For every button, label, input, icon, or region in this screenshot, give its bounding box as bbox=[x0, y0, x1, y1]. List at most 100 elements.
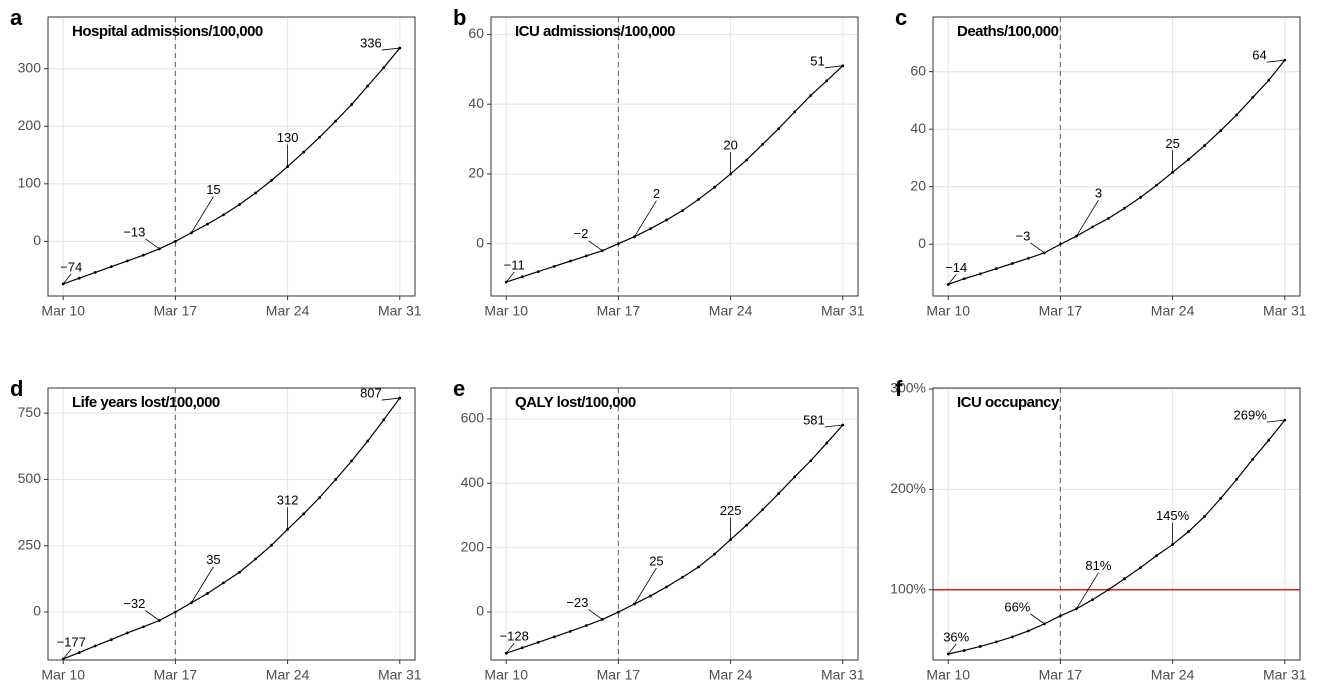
data-point bbox=[697, 197, 700, 201]
data-point bbox=[77, 651, 81, 654]
x-tick-label: Mar 24 bbox=[1151, 303, 1195, 319]
data-point bbox=[617, 242, 620, 246]
data-point bbox=[568, 259, 572, 263]
data-point bbox=[809, 94, 813, 97]
data-point bbox=[713, 185, 716, 189]
panel-letter: c bbox=[895, 5, 907, 30]
data-point bbox=[1010, 635, 1014, 639]
data-point bbox=[1267, 78, 1271, 82]
panel-title: Deaths/100,000 bbox=[957, 23, 1059, 40]
data-point bbox=[1235, 477, 1239, 481]
data-point bbox=[825, 79, 829, 83]
data-line bbox=[506, 424, 844, 654]
data-point bbox=[1187, 157, 1191, 161]
data-line bbox=[63, 47, 401, 285]
data-label: 145% bbox=[1156, 508, 1190, 523]
data-point bbox=[552, 264, 556, 268]
y-tick-label: 300 bbox=[18, 59, 42, 75]
data-point bbox=[141, 625, 145, 629]
panel-background bbox=[491, 17, 858, 296]
x-tick-label: Mar 31 bbox=[1263, 667, 1307, 683]
panel-border bbox=[47, 16, 416, 297]
data-label: −128 bbox=[500, 629, 529, 644]
data-point bbox=[1283, 58, 1287, 62]
data-point bbox=[1203, 515, 1207, 518]
data-point bbox=[238, 570, 241, 574]
data-label: 225 bbox=[720, 503, 742, 518]
data-point bbox=[809, 459, 813, 463]
data-label: −177 bbox=[57, 634, 86, 649]
data-label: −3 bbox=[1016, 228, 1031, 243]
data-label: 3 bbox=[1095, 186, 1102, 201]
label-leader bbox=[1266, 419, 1285, 423]
data-point bbox=[77, 276, 81, 280]
data-point bbox=[777, 492, 781, 495]
data-point bbox=[1059, 242, 1062, 246]
y-tick-label: 40 bbox=[468, 95, 484, 111]
panel-letter: d bbox=[10, 376, 23, 401]
data-label: 81% bbox=[1085, 558, 1111, 573]
data-point bbox=[1251, 457, 1255, 461]
data-point bbox=[1155, 554, 1158, 558]
panel-title: Life years lost/100,000 bbox=[72, 394, 220, 411]
data-point bbox=[1187, 530, 1191, 533]
data-point bbox=[109, 265, 113, 269]
data-label: −23 bbox=[566, 595, 588, 610]
label-leader bbox=[191, 566, 214, 603]
data-point bbox=[697, 565, 700, 569]
data-point bbox=[125, 259, 129, 263]
panel-border bbox=[932, 387, 1301, 661]
data-point bbox=[1026, 629, 1030, 633]
y-tick-label: 0 bbox=[33, 603, 41, 619]
data-point bbox=[350, 103, 354, 106]
data-point bbox=[745, 158, 749, 162]
y-tick-label: 250 bbox=[18, 536, 42, 552]
data-label: 64 bbox=[1252, 48, 1266, 63]
data-point bbox=[745, 523, 749, 527]
label-leader bbox=[634, 200, 657, 237]
x-tick-label: Mar 17 bbox=[1039, 303, 1083, 319]
data-point bbox=[206, 222, 209, 226]
x-tick-label: Mar 31 bbox=[1263, 303, 1307, 319]
data-point bbox=[270, 178, 273, 182]
x-tick-label: Mar 17 bbox=[1039, 667, 1083, 683]
panel-letter: e bbox=[453, 376, 465, 401]
data-point bbox=[1267, 438, 1271, 442]
data-point bbox=[1107, 216, 1110, 220]
data-label: 35 bbox=[206, 552, 220, 567]
data-point bbox=[222, 581, 225, 585]
data-point bbox=[681, 209, 684, 212]
data-label: −14 bbox=[945, 260, 967, 275]
data-point bbox=[962, 649, 966, 652]
y-tick-label: 100% bbox=[890, 580, 926, 596]
panel-background bbox=[48, 17, 415, 296]
data-point bbox=[1155, 183, 1158, 187]
x-tick-label: Mar 10 bbox=[41, 303, 85, 319]
y-tick-label: 500 bbox=[18, 470, 42, 486]
data-line bbox=[63, 397, 401, 660]
panel-border bbox=[490, 16, 859, 297]
x-tick-label: Mar 31 bbox=[821, 667, 865, 683]
x-tick-label: Mar 17 bbox=[597, 667, 641, 683]
data-point bbox=[270, 543, 273, 547]
x-tick-label: Mar 10 bbox=[926, 667, 970, 683]
data-point bbox=[761, 508, 765, 512]
data-label: −2 bbox=[574, 226, 589, 241]
data-point bbox=[334, 119, 338, 123]
data-line bbox=[506, 65, 844, 283]
x-tick-label: Mar 24 bbox=[709, 303, 753, 319]
data-label: −32 bbox=[123, 596, 145, 611]
x-tick-label: Mar 10 bbox=[41, 667, 85, 683]
data-point bbox=[1107, 588, 1110, 592]
data-label: 2 bbox=[653, 186, 660, 201]
label-leader bbox=[1076, 572, 1099, 610]
panel-letter: b bbox=[453, 5, 466, 30]
data-point bbox=[318, 135, 322, 139]
x-tick-label: Mar 17 bbox=[154, 303, 198, 319]
panel-border bbox=[932, 16, 1301, 297]
y-tick-label: 200 bbox=[461, 538, 485, 554]
label-leader bbox=[145, 238, 160, 250]
x-tick-label: Mar 24 bbox=[709, 667, 753, 683]
label-leader bbox=[588, 609, 603, 620]
